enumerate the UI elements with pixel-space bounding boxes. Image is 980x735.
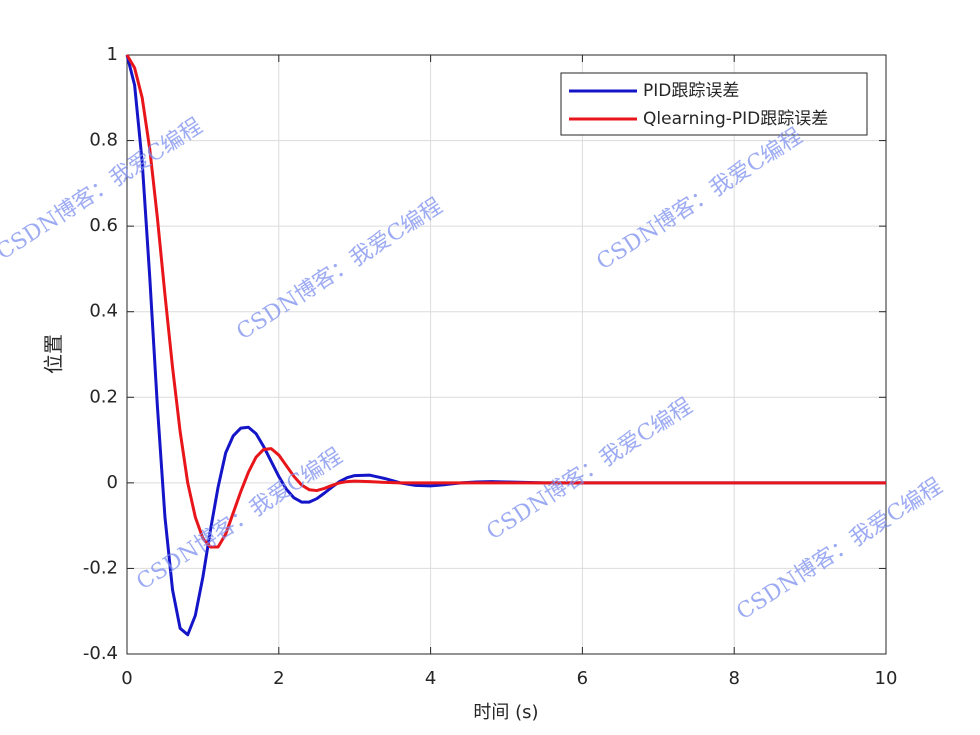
plot-area xyxy=(127,55,886,654)
y-tick-label: -0.2 xyxy=(83,557,118,578)
x-axis-label: 时间 (s) xyxy=(473,702,538,723)
series-line xyxy=(125,54,886,549)
x-tick-label: 8 xyxy=(728,668,739,689)
y-tick-label: 0 xyxy=(107,472,118,493)
x-tick-label: 6 xyxy=(577,668,588,689)
y-tick-label: 0.4 xyxy=(89,301,118,322)
axes-box xyxy=(126,54,887,655)
x-tick-label: 0 xyxy=(121,668,132,689)
y-tick-label: -0.4 xyxy=(83,643,118,664)
legend-box xyxy=(560,72,868,136)
y-axis-label: 位置 xyxy=(42,334,66,374)
legend-label: Qlearning-PID跟踪误差 xyxy=(643,109,828,129)
y-tick-label: 1 xyxy=(107,44,118,65)
y-tick-label: 0.8 xyxy=(89,130,118,151)
y-tick-label: 0.2 xyxy=(89,386,118,407)
legend-label: PID跟踪误差 xyxy=(643,81,739,101)
y-tick-label: 0.6 xyxy=(89,215,118,236)
x-tick-label: 4 xyxy=(425,668,436,689)
x-tick-label: 2 xyxy=(273,668,284,689)
x-tick-label: 10 xyxy=(875,668,898,689)
